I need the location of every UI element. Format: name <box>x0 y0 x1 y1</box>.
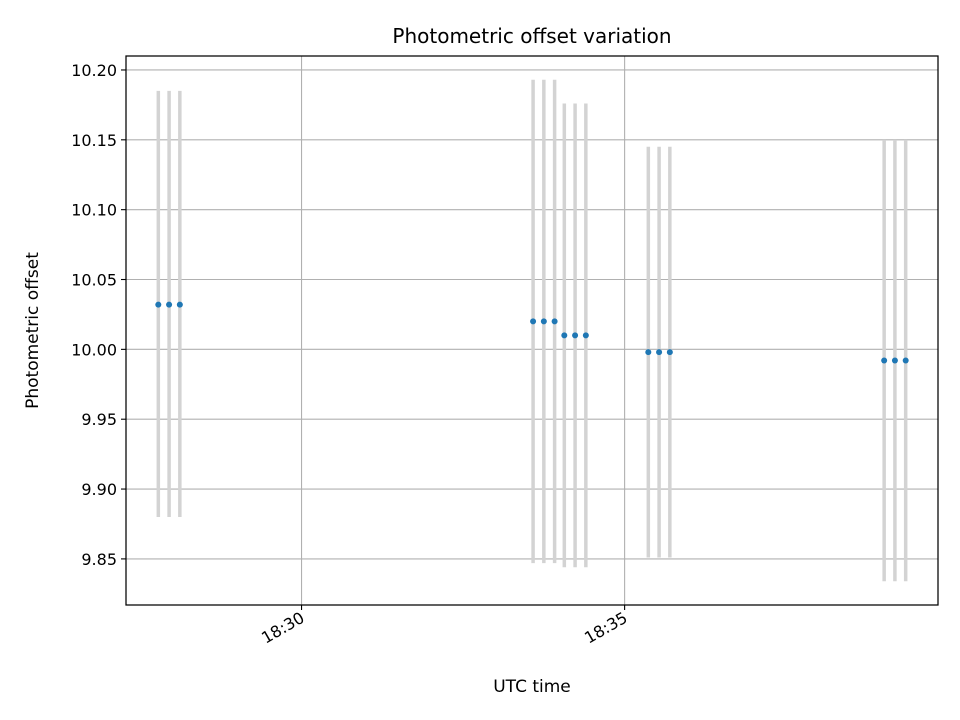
data-point <box>561 332 568 339</box>
chart-title: Photometric offset variation <box>392 24 671 48</box>
marker-layer <box>155 301 909 364</box>
x-axis-label: UTC time <box>493 677 571 697</box>
y-tick-label: 10.20 <box>71 61 117 80</box>
y-tick-label: 10.15 <box>71 131 117 150</box>
data-point <box>551 318 558 325</box>
y-tick-label: 10.00 <box>71 340 117 359</box>
plot-area-frame <box>125 55 939 606</box>
data-point <box>155 301 162 308</box>
data-point <box>645 349 652 356</box>
data-point <box>881 357 888 364</box>
y-axis-label: Photometric offset <box>23 252 43 409</box>
y-tick-label: 10.05 <box>71 271 117 290</box>
data-point <box>902 357 909 364</box>
data-point <box>540 318 547 325</box>
y-tick-label: 9.90 <box>81 480 117 499</box>
y-tick-label: 9.85 <box>81 550 117 569</box>
data-point <box>582 332 589 339</box>
y-tick-label: 10.10 <box>71 201 117 220</box>
data-point <box>166 301 173 308</box>
data-point <box>891 357 898 364</box>
data-point <box>572 332 579 339</box>
y-tick-label: 9.95 <box>81 410 117 429</box>
data-point <box>656 349 663 356</box>
data-point <box>530 318 537 325</box>
data-point <box>176 301 183 308</box>
data-point <box>666 349 673 356</box>
